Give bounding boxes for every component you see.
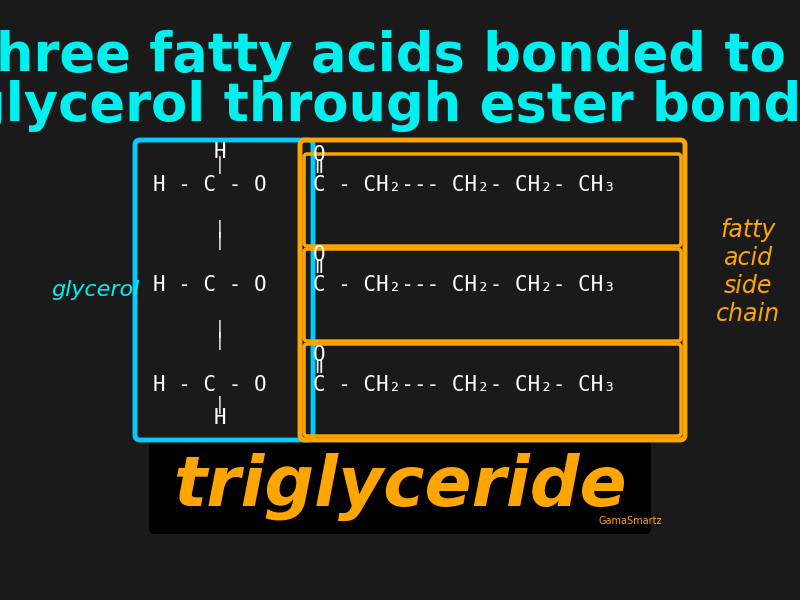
Text: O: O xyxy=(313,145,326,165)
Text: ǁ: ǁ xyxy=(313,359,324,377)
Text: |: | xyxy=(215,396,225,414)
Text: ǁ: ǁ xyxy=(313,259,324,277)
Text: O: O xyxy=(313,245,326,265)
Text: H - C - O: H - C - O xyxy=(153,375,266,395)
Text: ǁ: ǁ xyxy=(313,159,324,177)
Text: H: H xyxy=(214,408,226,428)
Text: C - CH₂--- CH₂- CH₂- CH₃: C - CH₂--- CH₂- CH₂- CH₃ xyxy=(313,375,616,395)
Text: fatty: fatty xyxy=(720,218,776,242)
Text: H - C - O: H - C - O xyxy=(153,175,266,195)
Text: C - CH₂--- CH₂- CH₂- CH₃: C - CH₂--- CH₂- CH₂- CH₃ xyxy=(313,175,616,195)
Text: side: side xyxy=(724,274,772,298)
Text: |: | xyxy=(215,332,225,350)
Text: GamaSmartz: GamaSmartz xyxy=(598,516,662,526)
Text: C - CH₂--- CH₂- CH₂- CH₃: C - CH₂--- CH₂- CH₂- CH₃ xyxy=(313,275,616,295)
Text: |: | xyxy=(215,320,225,338)
Text: chain: chain xyxy=(716,302,780,326)
Text: |: | xyxy=(215,220,225,238)
Text: H - C - O: H - C - O xyxy=(153,275,266,295)
Text: O: O xyxy=(313,345,326,365)
Text: glycerol: glycerol xyxy=(51,280,139,300)
Text: Three fatty acids bonded to a: Three fatty acids bonded to a xyxy=(0,30,800,82)
Text: H: H xyxy=(214,142,226,162)
Text: triglyceride: triglyceride xyxy=(173,453,627,521)
Text: acid: acid xyxy=(723,246,773,270)
Text: |: | xyxy=(215,232,225,250)
Text: |: | xyxy=(215,156,225,174)
FancyBboxPatch shape xyxy=(149,440,651,534)
Text: glycerol through ester bonds: glycerol through ester bonds xyxy=(0,80,800,132)
